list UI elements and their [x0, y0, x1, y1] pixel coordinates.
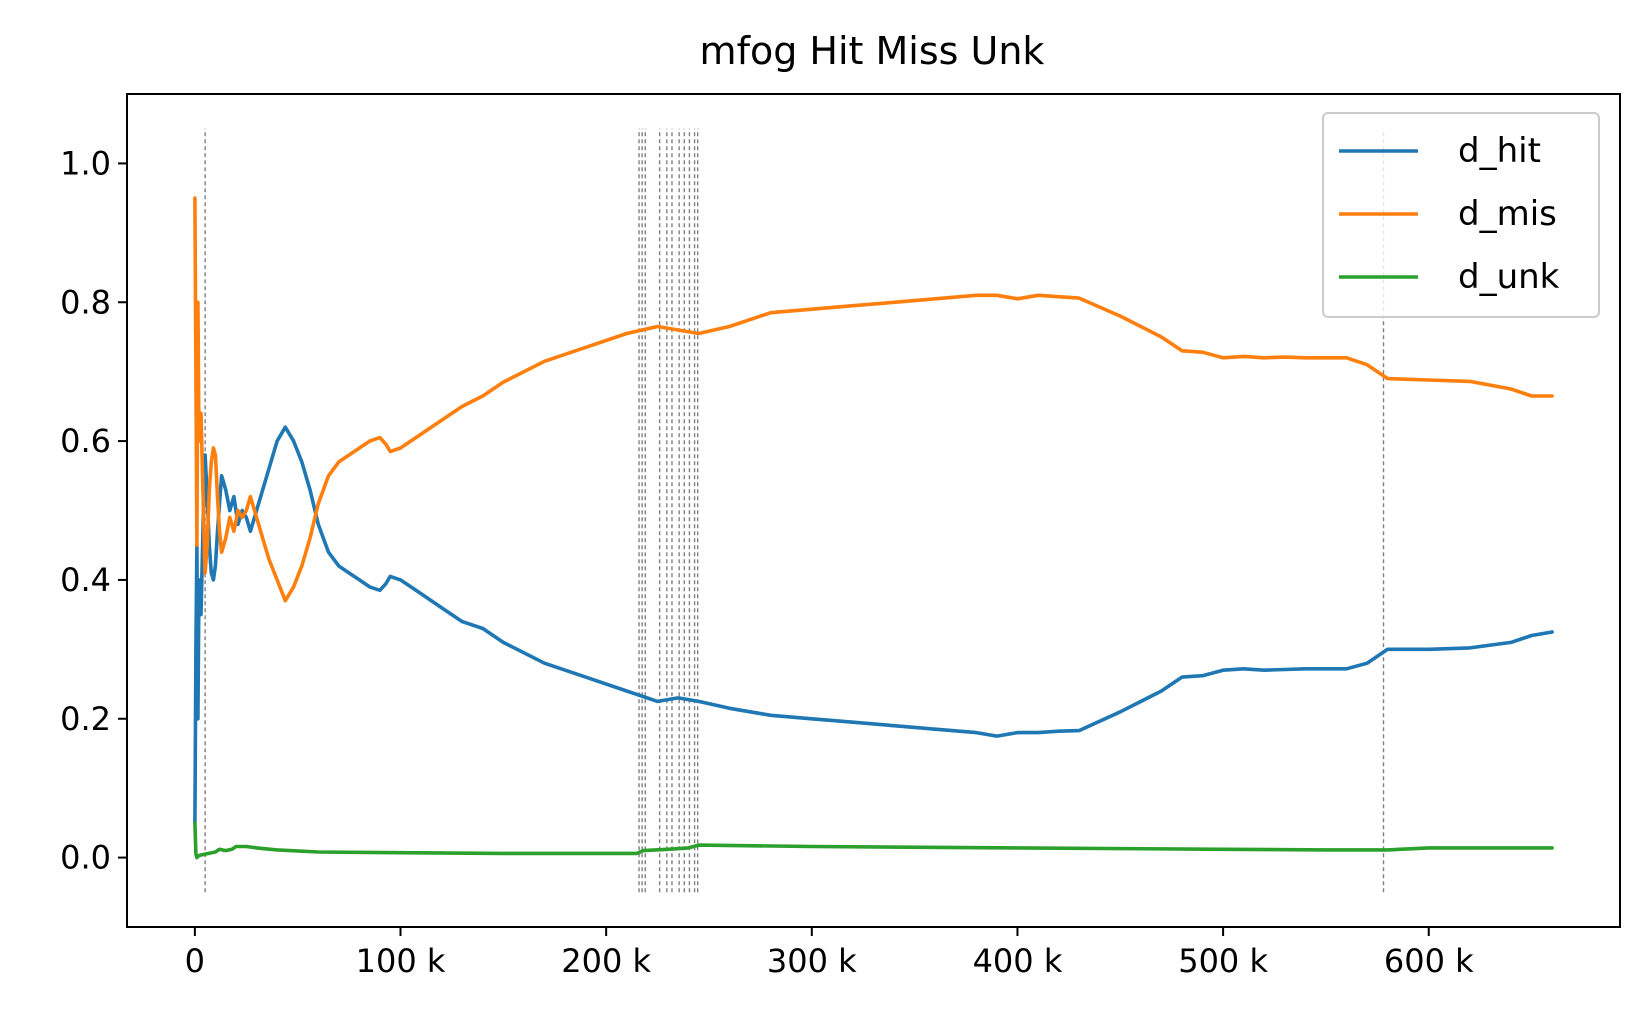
y-tick-label: 1.0: [60, 144, 111, 182]
y-tick-label: 0.6: [60, 422, 111, 460]
legend-label: d_hit: [1458, 131, 1541, 171]
x-tick-label: 500 k: [1178, 942, 1268, 980]
plot-area: [193, 128, 1554, 893]
series-line-d-unk: [193, 821, 1554, 860]
chart-title: mfog Hit Miss Unk: [700, 29, 1045, 73]
x-tick-label: 300 k: [767, 942, 857, 980]
series-line-d-mis: [193, 196, 1554, 603]
axes: 0 100 k 200 k 300 k 400 k 500 k 600 k 0.0 0.2 0.4…: [60, 144, 1474, 980]
x-tick-label: 600 k: [1384, 942, 1474, 980]
y-tick-label: 0.8: [60, 283, 111, 321]
legend-box: [1322, 112, 1600, 318]
x-tick-label: 0: [185, 942, 205, 980]
y-tick-label: 0.0: [60, 839, 111, 877]
legend: d_hit d_mis d_unk: [1322, 112, 1600, 318]
x-tick-label: 400 k: [973, 942, 1063, 980]
y-tick-label: 0.4: [60, 561, 111, 599]
y-tick-label: 0.2: [60, 700, 111, 738]
x-tick-label: 100 k: [356, 942, 446, 980]
legend-label: d_mis: [1458, 194, 1557, 234]
plot-frame: [126, 93, 1621, 928]
legend-label: d_unk: [1458, 257, 1560, 297]
x-tick-label: 200 k: [561, 942, 651, 980]
